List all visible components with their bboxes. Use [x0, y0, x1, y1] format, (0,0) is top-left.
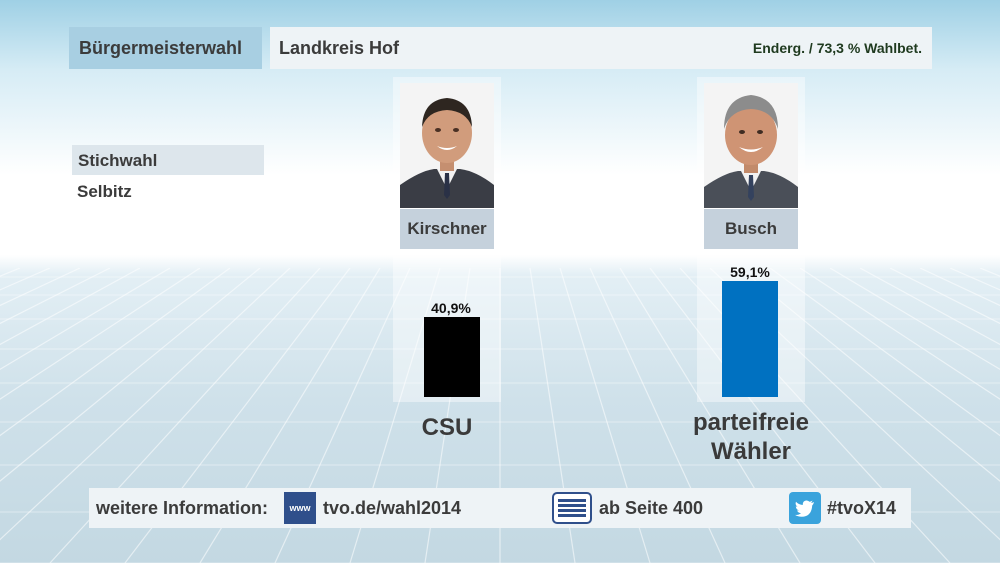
bar-busch — [722, 281, 778, 397]
hashtag: #tvoX14 — [827, 498, 897, 518]
region-label: Landkreis Hof — [279, 38, 400, 58]
region-box — [270, 27, 932, 69]
title-box — [69, 27, 262, 69]
footer-bar — [89, 488, 911, 528]
candidate-photo-busch — [704, 83, 798, 208]
teletext-page: ab Seite 400 — [599, 498, 704, 518]
website-link[interactable]: tvo.de/wahl2014 — [323, 498, 462, 518]
party-busch: parteifreie Wähler — [651, 408, 851, 466]
candidate-name-kirschner: Kirschner — [400, 209, 494, 249]
candidate-name-busch: Busch — [704, 209, 798, 249]
party-line-1: CSU — [421, 414, 473, 441]
portrait-icon — [400, 83, 494, 208]
page-title: Bürgermeisterwahl — [79, 38, 243, 58]
twitter-icon — [789, 492, 821, 524]
portrait-icon — [704, 83, 798, 208]
party-kirschner: CSU — [347, 413, 547, 442]
data-label-kirschner: 40,9% — [431, 300, 471, 316]
party-line-1: parteifreie — [692, 409, 810, 436]
footer-label: weitere Information: — [96, 498, 269, 518]
party-line-2: Wähler — [710, 438, 791, 465]
www-icon: www — [284, 492, 316, 524]
round-label: Stichwahl — [78, 151, 158, 170]
data-label-busch: 59,1% — [730, 264, 770, 280]
result-status: Enderg. / 73,3 % Wahlbet. — [752, 40, 922, 56]
round-box — [72, 145, 264, 175]
municipality-label: Selbitz — [77, 182, 132, 201]
bar-kirschner — [424, 317, 480, 397]
candidate-photo-kirschner — [400, 83, 494, 208]
teletext-icon — [552, 492, 592, 524]
